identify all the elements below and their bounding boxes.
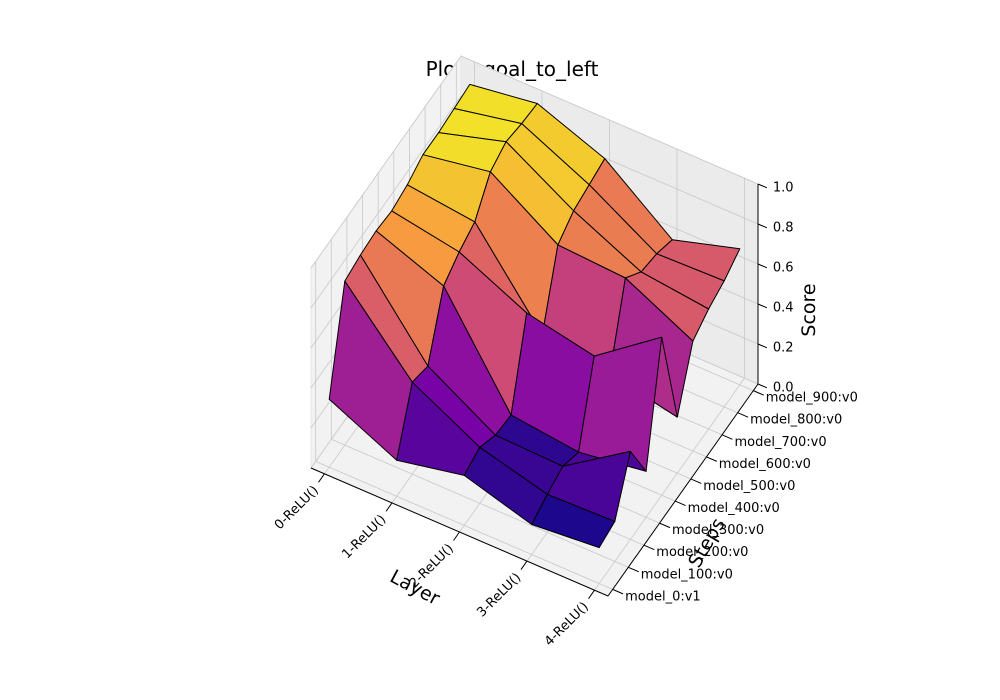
y-tick-mark [753,390,764,396]
y-tick-label: model_0:v1 [625,589,701,604]
grid-line-z [310,55,462,269]
surface [328,83,741,549]
z-tick-mark [757,343,768,349]
grid-line-z [460,55,759,185]
z-tick-mark [757,303,768,309]
y-tick-mark [628,566,639,573]
y-tick-label: model_100:v0 [641,567,733,582]
z-tick-label: 1.0 [773,180,794,195]
y-tick-mark [690,478,702,484]
y-tick-label: model_300:v0 [672,523,764,538]
x-tick-mark [520,560,528,570]
y-tick-mark [674,500,686,506]
surface-facet-3-0 [531,493,616,549]
y-tick-mark [721,434,733,440]
x-tick-label: 1-ReLU() [339,512,389,562]
z-tick-mark [757,183,768,189]
grid-line-x [594,377,745,591]
y-tick-label: model_400:v0 [688,501,780,516]
x-tick-mark [385,502,393,512]
y-tick-mark [706,456,718,462]
x-tick-label: 3-ReLU() [474,570,524,620]
grid-line-z [310,95,462,309]
x-tick-mark [318,473,325,483]
z-tick-label: 0.4 [773,300,794,315]
z-tick-label: 0.2 [773,340,794,355]
z-tick-label: 0.8 [773,220,794,235]
z-tick-mark [757,223,768,229]
grid-line-y [315,461,613,590]
y-tick-mark [643,544,655,551]
z-tick-mark [757,383,768,389]
x-tick-mark [453,531,460,541]
y-tick-mark [659,522,671,529]
x-tick-mark [588,589,595,599]
x-tick-label: 0-ReLU() [272,483,322,533]
y-tick-label: model_500:v0 [703,479,795,494]
y-tick-label: model_900:v0 [766,391,858,406]
y-axis-line [607,383,759,597]
x-tick-label: 4-ReLU() [542,599,592,649]
y-tick-label: model_800:v0 [750,413,842,428]
y-tick-mark [737,412,749,418]
z-axis-label: Score [798,283,820,336]
z-tick-label: 0.6 [773,260,794,275]
y-tick-mark [612,588,624,595]
y-tick-label: model_600:v0 [719,457,811,472]
z-tick-mark [757,263,768,269]
z-tick-label: 0.0 [773,380,794,395]
y-tick-label: model_200:v0 [656,545,748,560]
y-tick-label: model_700:v0 [735,435,827,450]
grid-line-y [331,438,629,568]
